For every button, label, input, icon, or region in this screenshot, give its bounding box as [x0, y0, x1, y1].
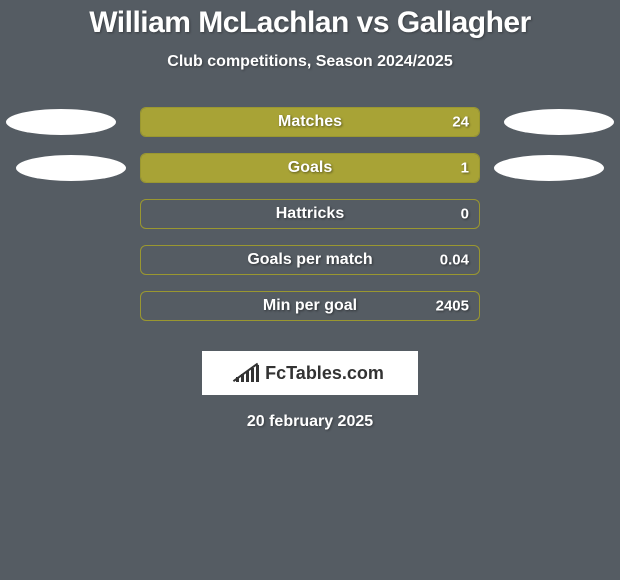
stat-value: 0.04 [440, 252, 469, 269]
stats-area: Matches24 Goals1 Hattricks0 Goals per match… [0, 99, 620, 329]
fctables-logo: FcTables.com [202, 351, 418, 395]
stat-value: 24 [452, 114, 469, 131]
stat-value: 2405 [436, 298, 469, 315]
stat-label: Matches [141, 113, 479, 131]
stat-row: Matches24 [0, 99, 620, 145]
date-text: 20 february 2025 [0, 413, 620, 431]
stat-bar: Goals1 [140, 153, 480, 183]
stat-row: Min per goal2405 [0, 283, 620, 329]
page-title: William McLachlan vs Gallagher [0, 0, 620, 39]
player-left-ellipse [6, 109, 116, 135]
stat-value: 0 [461, 206, 469, 223]
stat-label: Goals per match [141, 251, 479, 269]
stat-label: Hattricks [141, 205, 479, 223]
stat-bar: Goals per match0.04 [140, 245, 480, 275]
stat-value: 1 [461, 160, 469, 177]
player-right-ellipse [504, 109, 614, 135]
stat-bar: Matches24 [140, 107, 480, 137]
player-left-ellipse [16, 155, 126, 181]
stat-row: Goals per match0.04 [0, 237, 620, 283]
player-right-ellipse [494, 155, 604, 181]
bar-chart-icon [236, 364, 259, 382]
stat-label: Min per goal [141, 297, 479, 315]
stat-row: Hattricks0 [0, 191, 620, 237]
stat-row: Goals1 [0, 145, 620, 191]
subtitle: Club competitions, Season 2024/2025 [0, 53, 620, 71]
comparison-infographic: William McLachlan vs Gallagher Club comp… [0, 0, 620, 580]
stat-label: Goals [141, 159, 479, 177]
stat-bar: Min per goal2405 [140, 291, 480, 321]
stat-bar: Hattricks0 [140, 199, 480, 229]
logo-text: FcTables.com [265, 363, 384, 384]
